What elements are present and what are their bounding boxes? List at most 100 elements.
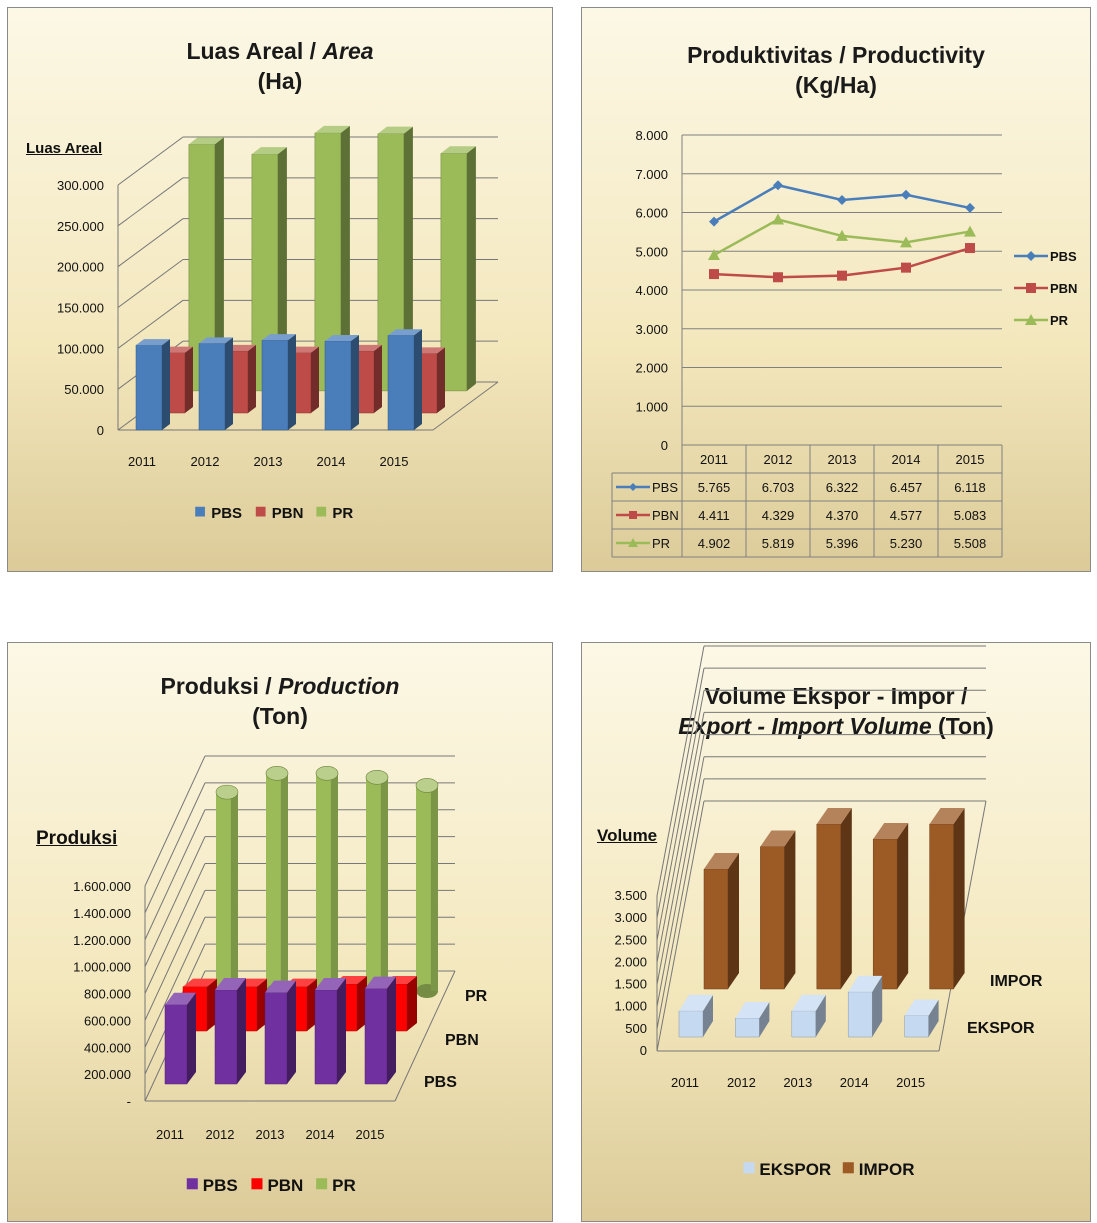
- gridline-side: [656, 734, 705, 985]
- marker: [1026, 283, 1036, 293]
- x-tick-label: 2011: [128, 454, 156, 469]
- legend-swatch-pr: [316, 1178, 328, 1190]
- bar-ekspor-2013: [791, 1010, 817, 1038]
- bar-pr-2015-side: [466, 146, 476, 391]
- table-series-label: PR: [652, 536, 670, 551]
- x-tick-label: 2013: [254, 454, 283, 469]
- bar-pbn-2014-side: [374, 344, 382, 413]
- point-pbn: [965, 243, 975, 254]
- y-tick-label: 1.000: [614, 999, 647, 1014]
- x-tick-label: 2014: [317, 454, 346, 469]
- bar-pbn-2011-side: [207, 978, 217, 1031]
- y-tick-label: 1.600.000: [73, 879, 131, 894]
- bar-pr-2011-side: [214, 137, 224, 391]
- bar-pbs-2012-top: [215, 977, 246, 990]
- gridline-side: [144, 890, 206, 1021]
- y-tick-label: 200.000: [84, 1067, 131, 1082]
- bar-pbn-2012-side: [248, 344, 256, 413]
- bar-ekspor-2012-top: [735, 1002, 770, 1018]
- bar-pbs-2015: [364, 988, 388, 1085]
- table-cell-value: 5.765: [698, 480, 731, 495]
- point-pr: [964, 225, 976, 237]
- depth-label-pbn: PBN: [445, 1032, 479, 1049]
- legend-label-pbs: PBS: [211, 505, 242, 522]
- chart-export-import-svg: 0 500 1.000 1.500 2.000 2.500 3.000 3.500 2011 20…: [614, 645, 1043, 1179]
- y-tick-label: 200.000: [57, 260, 104, 275]
- y-tick-label: 2.000: [614, 954, 647, 969]
- table-series-label: PBS: [652, 480, 678, 495]
- y-axis-label: Produksi: [36, 828, 118, 849]
- gridline-side: [656, 800, 705, 1052]
- legend-swatch-pbs: [186, 1178, 198, 1190]
- gridline-side: [656, 712, 705, 963]
- x-tick-label: 2015: [956, 452, 985, 467]
- x-tick-label: 2014: [840, 1075, 869, 1090]
- chart-title: Produksi / Production: [160, 673, 400, 699]
- bar-pbs-2015-top: [388, 329, 422, 336]
- cylinder-pr-2011-top: [215, 784, 239, 800]
- chart-title: Volume Ekspor - Impor /: [704, 683, 968, 709]
- gridline-side: [144, 809, 206, 940]
- bar-pbs-2013-top: [265, 980, 296, 993]
- bar-impor-2015: [929, 823, 954, 990]
- bar-pbs-2015-side: [414, 329, 422, 430]
- bar-pbs-2012-side: [237, 977, 246, 1084]
- y-tick-label: 7.000: [635, 167, 668, 182]
- legend-swatch-impor: [842, 1162, 854, 1174]
- table-cell-value: 6.457: [890, 480, 923, 495]
- legend-label-pbs: PBS: [1050, 249, 1077, 264]
- chart-subtitle: (Kg/Ha): [795, 72, 877, 98]
- y-tick-label: 1.500: [614, 977, 647, 992]
- y-tick-label: 0: [661, 438, 668, 453]
- bar-pr-2015-top: [440, 146, 476, 154]
- table-cell-value: 5.230: [890, 536, 923, 551]
- depth-label-impor: IMPOR: [990, 973, 1043, 990]
- bar-ekspor-2014-top: [848, 975, 883, 992]
- cylinder-pr-2014-shade: [380, 777, 388, 991]
- bar-ekspor-2015: [904, 1015, 929, 1038]
- point-pr: [900, 236, 912, 248]
- gridline-side: [656, 778, 705, 1029]
- y-tick-label: 250.000: [57, 219, 104, 234]
- bar-ekspor-2014-side: [872, 975, 883, 1037]
- gridline-side: [656, 645, 705, 897]
- bar-pbn-2011-top: [183, 978, 217, 987]
- bar-impor-2014: [872, 838, 898, 990]
- y-tick-label: 50.000: [64, 382, 104, 397]
- legend-label-pbn: PBN: [1050, 281, 1077, 296]
- cylinder-pr-2015-shade: [430, 785, 438, 991]
- chart-panel-production: Produksi / Production (Ton) Produksi - 20…: [7, 642, 553, 1222]
- bar-ekspor-2015-top: [904, 999, 939, 1016]
- legend-label-impor: IMPOR: [859, 1160, 915, 1179]
- bar-pbs-2013-side: [287, 980, 296, 1084]
- bar-ekspor-2015-side: [928, 999, 939, 1037]
- y-tick-label: 1.400.000: [73, 906, 131, 921]
- bar-pbs-2012: [214, 989, 238, 1085]
- x-tick-label: 2012: [191, 454, 220, 469]
- chart-panel-productivity: Produktivitas / Productivity (Kg/Ha) 0 1.…: [581, 7, 1091, 572]
- legend-label-pbn: PBN: [272, 505, 304, 522]
- bar-pbs-2012-side: [225, 337, 233, 430]
- table-cell-value: 6.703: [762, 480, 795, 495]
- bar-pbs-2015-side: [387, 976, 396, 1084]
- x-tick-label: 2011: [671, 1075, 699, 1090]
- bar-impor-2012-side: [784, 830, 796, 989]
- bar-pbs-2014-side: [337, 977, 346, 1084]
- cylinder-pr-2012-top: [265, 766, 289, 781]
- x-tick-label: 2015: [896, 1075, 925, 1090]
- y-tick-label: 6.000: [635, 206, 668, 221]
- x-tick-label: 2013: [256, 1127, 285, 1142]
- table-cell-value: 5.508: [954, 536, 987, 551]
- bar-pbn-2015-side: [437, 347, 445, 413]
- legend-swatch-pbn: [251, 1178, 263, 1190]
- legend-label-pbs: PBS: [203, 1176, 238, 1195]
- bar-pbs-2014: [324, 340, 352, 431]
- y-axis-label: Luas Areal: [26, 140, 103, 157]
- bar-impor-2011-side: [728, 853, 739, 989]
- point-pbs: [965, 202, 975, 213]
- x-tick-label: 2013: [783, 1075, 812, 1090]
- y-tick-label: 600.000: [84, 1013, 131, 1028]
- bar-pbs-2013-top: [262, 334, 296, 341]
- x-tick-label: 2011: [700, 452, 728, 467]
- bar-ekspor-2011-top: [679, 994, 713, 1011]
